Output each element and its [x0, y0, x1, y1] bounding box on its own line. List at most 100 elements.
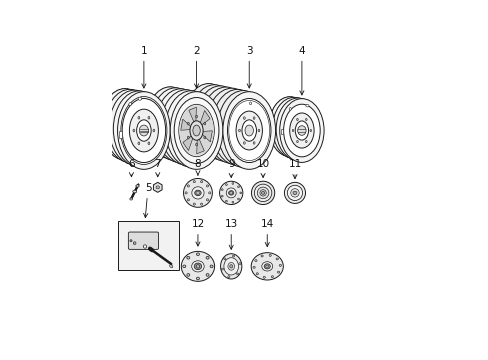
Ellipse shape: [279, 99, 324, 162]
Ellipse shape: [201, 87, 251, 162]
Ellipse shape: [284, 183, 305, 203]
Ellipse shape: [258, 129, 259, 132]
Ellipse shape: [263, 276, 265, 278]
Ellipse shape: [305, 118, 306, 121]
Text: 2: 2: [193, 46, 200, 88]
Ellipse shape: [261, 255, 263, 257]
Ellipse shape: [191, 187, 203, 199]
Ellipse shape: [240, 192, 241, 194]
Ellipse shape: [109, 90, 160, 165]
Ellipse shape: [276, 98, 319, 161]
Ellipse shape: [205, 256, 209, 259]
Ellipse shape: [249, 102, 251, 105]
Ellipse shape: [184, 84, 233, 156]
Ellipse shape: [195, 86, 245, 159]
Ellipse shape: [206, 199, 208, 201]
Ellipse shape: [295, 121, 308, 140]
FancyBboxPatch shape: [119, 131, 122, 138]
Ellipse shape: [181, 251, 214, 281]
Ellipse shape: [195, 143, 197, 146]
Ellipse shape: [236, 273, 238, 275]
Ellipse shape: [193, 181, 195, 183]
Ellipse shape: [156, 186, 159, 189]
Ellipse shape: [179, 104, 214, 157]
Ellipse shape: [237, 198, 239, 200]
Ellipse shape: [183, 179, 212, 207]
Ellipse shape: [155, 89, 205, 163]
Ellipse shape: [138, 97, 142, 100]
Ellipse shape: [305, 104, 308, 107]
Ellipse shape: [196, 191, 200, 194]
Ellipse shape: [138, 142, 140, 145]
Bar: [117, 221, 178, 270]
Ellipse shape: [187, 136, 189, 139]
Ellipse shape: [238, 129, 240, 132]
Ellipse shape: [148, 116, 149, 119]
Ellipse shape: [143, 245, 146, 248]
Ellipse shape: [279, 264, 281, 266]
Ellipse shape: [221, 189, 223, 190]
Text: 10: 10: [256, 159, 269, 177]
Ellipse shape: [196, 265, 200, 268]
Ellipse shape: [229, 192, 232, 194]
Ellipse shape: [228, 191, 233, 195]
Ellipse shape: [139, 125, 148, 136]
Ellipse shape: [292, 129, 293, 132]
Ellipse shape: [268, 97, 310, 157]
Polygon shape: [181, 119, 191, 130]
Ellipse shape: [192, 125, 200, 136]
Ellipse shape: [289, 113, 313, 148]
Text: 1: 1: [140, 46, 147, 88]
Text: 8: 8: [194, 159, 201, 175]
Ellipse shape: [195, 115, 197, 118]
Ellipse shape: [217, 91, 269, 167]
Ellipse shape: [296, 140, 298, 143]
Ellipse shape: [221, 195, 223, 197]
Ellipse shape: [191, 261, 204, 272]
Ellipse shape: [138, 116, 140, 119]
Ellipse shape: [253, 142, 255, 144]
Ellipse shape: [196, 253, 199, 256]
Text: 12: 12: [191, 219, 204, 246]
Ellipse shape: [261, 192, 264, 194]
Ellipse shape: [170, 92, 223, 169]
Ellipse shape: [105, 89, 154, 162]
Polygon shape: [196, 138, 204, 154]
Ellipse shape: [243, 142, 245, 144]
Ellipse shape: [287, 185, 302, 201]
Ellipse shape: [133, 242, 136, 244]
Text: 13: 13: [224, 219, 237, 249]
Ellipse shape: [187, 199, 189, 201]
Ellipse shape: [227, 99, 270, 162]
Ellipse shape: [237, 186, 239, 188]
Ellipse shape: [113, 91, 164, 167]
Ellipse shape: [243, 117, 245, 120]
Ellipse shape: [305, 140, 306, 143]
Polygon shape: [200, 111, 210, 125]
Ellipse shape: [113, 91, 164, 167]
Ellipse shape: [252, 266, 255, 268]
Text: 3: 3: [245, 46, 252, 88]
Ellipse shape: [290, 189, 299, 197]
Ellipse shape: [169, 265, 172, 268]
Ellipse shape: [203, 136, 205, 139]
Ellipse shape: [236, 111, 262, 150]
Ellipse shape: [133, 129, 135, 132]
Ellipse shape: [227, 276, 229, 278]
Ellipse shape: [283, 104, 320, 157]
Ellipse shape: [254, 260, 257, 261]
Ellipse shape: [265, 265, 268, 267]
Ellipse shape: [211, 89, 263, 166]
Ellipse shape: [225, 184, 227, 185]
Ellipse shape: [242, 120, 256, 141]
FancyBboxPatch shape: [128, 232, 158, 249]
Ellipse shape: [231, 183, 233, 184]
Ellipse shape: [101, 89, 149, 160]
Ellipse shape: [268, 255, 271, 256]
Ellipse shape: [165, 91, 217, 167]
Ellipse shape: [117, 92, 170, 169]
Ellipse shape: [105, 89, 154, 162]
Ellipse shape: [219, 181, 243, 204]
Ellipse shape: [184, 192, 187, 194]
Ellipse shape: [272, 97, 315, 158]
